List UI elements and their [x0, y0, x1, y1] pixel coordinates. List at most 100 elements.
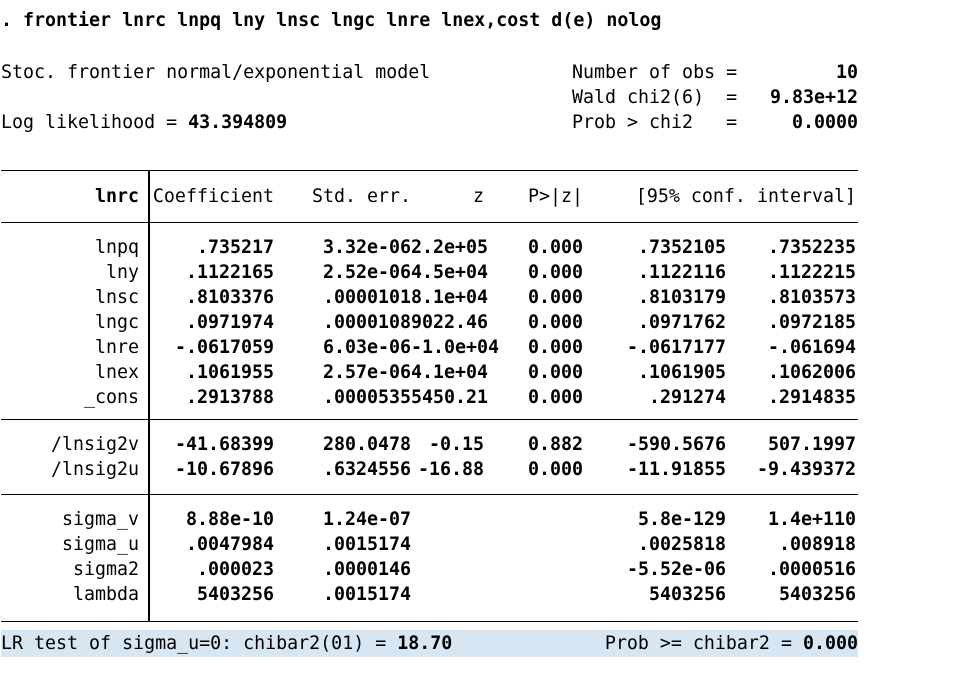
- cell-coefficient: .0971974: [185, 312, 274, 333]
- cell-std-err: 6.03e-06: [322, 337, 411, 358]
- stat-number-of-obs: Number of obs = 10: [572, 60, 858, 85]
- lr-prob-value: 0.000: [802, 633, 858, 654]
- table-row: lambda 5403256 .0015174 5403256 5403256: [1, 582, 858, 607]
- cell-coefficient: 5403256: [196, 584, 274, 605]
- cell-ci-high: .008918: [778, 534, 856, 555]
- cell-ci-high: .8103573: [767, 287, 856, 308]
- cell-z: 4.1e+04: [411, 362, 489, 383]
- table-row: lnsc .8103376 .0000101 8.1e+04 0.000 .81…: [1, 285, 858, 310]
- cell-ci-high: .7352235: [767, 237, 856, 258]
- lr-test-label: LR test of sigma_u=0: chibar2(01) =: [1, 633, 398, 654]
- table-row: lnpq .735217 3.32e-06 2.2e+05 0.000 .735…: [1, 235, 858, 260]
- cell-ci-high: .0972185: [767, 312, 856, 333]
- cell-p-value: [484, 582, 583, 607]
- cell-p-value: 0.000: [527, 287, 583, 308]
- table-row: sigma_v 8.88e-10 1.24e-07 5.8e-129 1.4e+…: [1, 507, 858, 532]
- table-row: _cons .2913788 .0000535 5450.21 0.000 .2…: [1, 385, 858, 410]
- cell-ci-low: .0025818: [637, 534, 726, 555]
- stat-prob-chi2: Prob > chi2 = 0.0000: [572, 110, 858, 135]
- cell-z: -16.88: [417, 459, 484, 480]
- stat-wald-chi2: Wald chi2(6) = 9.83e+12: [572, 85, 858, 110]
- header-conf-interval: [95% conf. interval]: [635, 186, 856, 207]
- cell-p-value: 0.882: [527, 434, 583, 455]
- header-z: z: [472, 186, 484, 207]
- cell-coefficient: -10.67896: [174, 459, 274, 480]
- lr-prob-label: Prob >= chibar2 =: [604, 633, 803, 654]
- table-rule-header: [1, 222, 858, 223]
- cell-std-err: 1.24e-07: [322, 509, 411, 530]
- cell-coefficient: .0047984: [185, 534, 274, 555]
- cell-std-err: 280.0478: [322, 434, 411, 455]
- cell-ci-low: .1061905: [637, 362, 726, 383]
- cell-p-value: 0.000: [527, 262, 583, 283]
- row-label: sigma_u: [61, 534, 139, 555]
- cell-z: -0.15: [428, 434, 484, 455]
- stata-results-window: . frontier lnrc lnpq lny lnsc lngc lnre …: [1, 10, 858, 657]
- lr-test-left: LR test of sigma_u=0: chibar2(01) = 18.7…: [1, 630, 452, 657]
- table-row: lnre -.0617059 6.03e-06 -1.0e+04 0.000 -…: [1, 335, 858, 360]
- cell-ci-low: -590.5676: [626, 434, 726, 455]
- table-row: sigma_u .0047984 .0015174 .0025818 .0089…: [1, 532, 858, 557]
- cell-std-err: .0015174: [322, 534, 411, 555]
- coefficient-table: lnrc Coefficient Std. err. z P>|z| [95% …: [1, 170, 858, 622]
- cell-coefficient: -41.68399: [174, 434, 274, 455]
- cell-std-err: 2.57e-06: [322, 362, 411, 383]
- stat-value: 9.83e+12: [769, 87, 858, 108]
- cell-ci-low: 5403256: [648, 584, 726, 605]
- table-row: sigma2 .000023 .0000146 -5.52e-06 .00005…: [1, 557, 858, 582]
- stat-label: Prob > chi2 =: [572, 112, 738, 133]
- cell-coefficient: -.0617059: [174, 337, 274, 358]
- row-label: lnsc: [94, 287, 139, 308]
- cell-ci-low: -11.91855: [626, 459, 726, 480]
- cell-coefficient: .1122165: [185, 262, 274, 283]
- cell-ci-low: -5.52e-06: [626, 559, 726, 580]
- cell-p-value: 0.000: [527, 237, 583, 258]
- row-label: /lnsig2v: [50, 434, 139, 455]
- row-label: _cons: [83, 387, 139, 408]
- cell-ci-low: .7352105: [637, 237, 726, 258]
- cell-std-err: .0000101: [322, 287, 411, 308]
- cell-z: 4.5e+04: [411, 262, 489, 283]
- cell-p-value: 0.000: [527, 362, 583, 383]
- model-title: Stoc. frontier normal/exponential model: [1, 62, 431, 83]
- cell-coefficient: .1061955: [185, 362, 274, 383]
- cell-z: [411, 557, 484, 582]
- lr-test-right: Prob >= chibar2 = 0.000: [605, 630, 858, 657]
- log-likelihood: Log likelihood = 43.394809: [1, 110, 287, 135]
- cell-coefficient: .735217: [196, 237, 274, 258]
- header-p-value: P>|z|: [527, 186, 583, 207]
- cell-z: [411, 507, 484, 532]
- row-label: lngc: [94, 312, 139, 333]
- row-label: lambda: [72, 584, 139, 605]
- row-label: /lnsig2u: [50, 459, 139, 480]
- cell-ci-high: -.061694: [767, 337, 856, 358]
- row-label: lnre: [94, 337, 139, 358]
- table-row: /lnsig2v -41.68399 280.0478 -0.15 0.882 …: [1, 432, 858, 457]
- cell-p-value: 0.000: [527, 459, 583, 480]
- cell-ci-low: .1122116: [637, 262, 726, 283]
- cell-std-err: .0015174: [322, 584, 411, 605]
- table-body: lnpq .735217 3.32e-06 2.2e+05 0.000 .735…: [1, 223, 858, 621]
- header-std-err: Std. err.: [311, 186, 411, 207]
- header-coefficient: Coefficient: [152, 186, 274, 207]
- cell-z: [411, 582, 484, 607]
- cell-std-err: .0000146: [322, 559, 411, 580]
- lr-test-value: 18.70: [397, 633, 453, 654]
- cell-ci-high: .1062006: [767, 362, 856, 383]
- cell-ci-high: .2914835: [767, 387, 856, 408]
- table-rule-top: [1, 170, 858, 171]
- row-label: lnex: [94, 362, 139, 383]
- stat-value: 0.0000: [791, 112, 858, 133]
- table-row: lny .1122165 2.52e-06 4.5e+04 0.000 .112…: [1, 260, 858, 285]
- cell-ci-low: .8103179: [637, 287, 726, 308]
- cell-ci-high: .0000516: [767, 559, 856, 580]
- table-group: lnpq .735217 3.32e-06 2.2e+05 0.000 .735…: [1, 223, 858, 419]
- depvar-label: lnrc: [94, 186, 139, 207]
- cell-p-value: 0.000: [527, 312, 583, 333]
- cell-z: [411, 532, 484, 557]
- cell-ci-low: -.0617177: [626, 337, 726, 358]
- cell-ci-high: .1122215: [767, 262, 856, 283]
- table-group: sigma_v 8.88e-10 1.24e-07 5.8e-129 1.4e+…: [1, 495, 858, 621]
- row-label: sigma_v: [61, 509, 139, 530]
- cell-p-value: 0.000: [527, 387, 583, 408]
